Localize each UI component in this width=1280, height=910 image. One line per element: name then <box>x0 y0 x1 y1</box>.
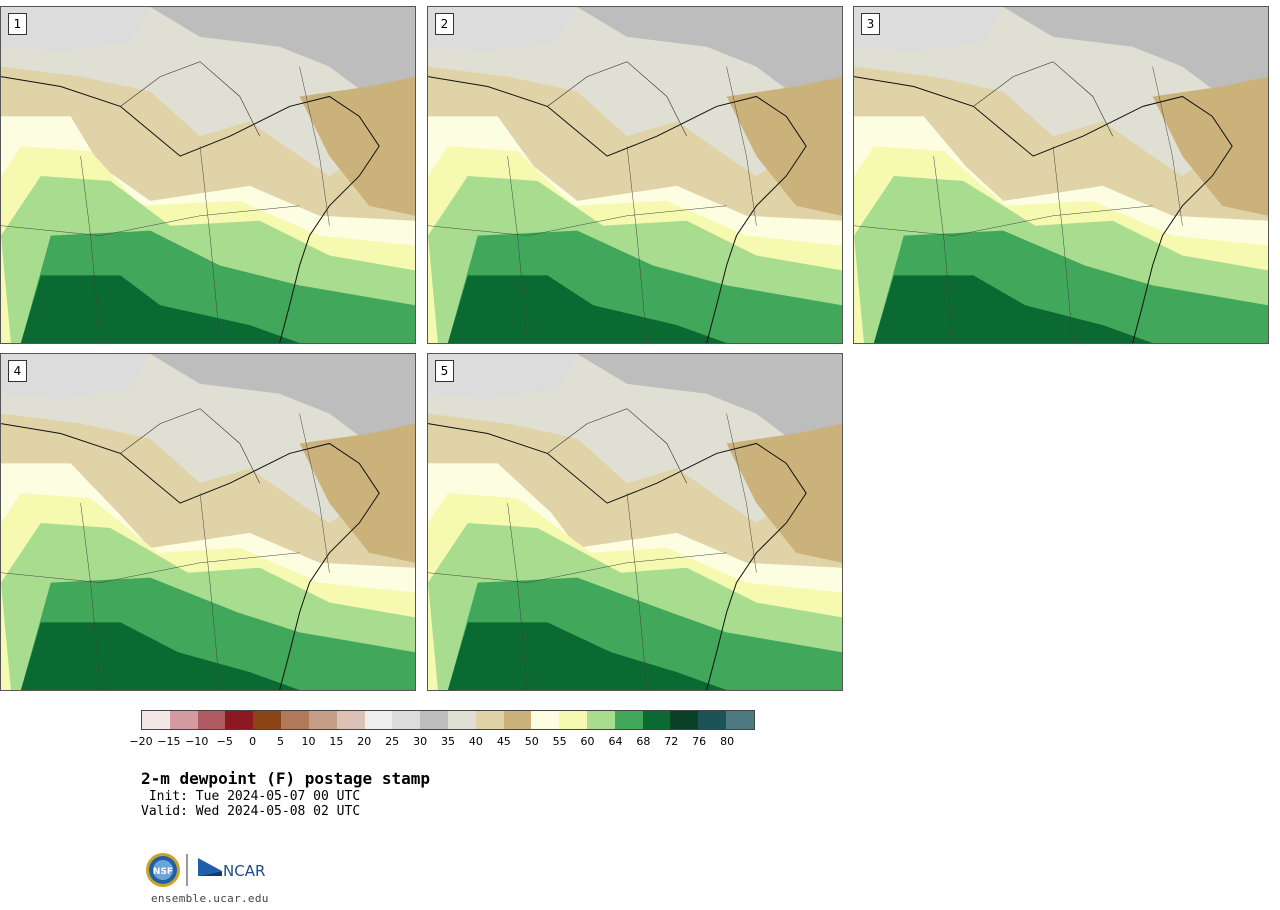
colorbar-tick-label: 72 <box>664 735 679 748</box>
ncar-logo-icon: NCAR <box>198 858 265 880</box>
colorbar-tick-label: 5 <box>277 735 285 748</box>
panel-label: 2 <box>435 13 454 35</box>
map-panel-1: 1 <box>0 6 416 344</box>
colorbar-tick-label: 0 <box>249 735 257 748</box>
colorbar <box>141 710 755 730</box>
colorbar-segment <box>197 711 226 729</box>
colorbar-segment <box>420 711 448 729</box>
website-url: ensemble.ucar.edu <box>151 892 269 905</box>
dewpoint-map <box>428 354 842 690</box>
colorbar-segment <box>392 711 421 729</box>
colorbar-segment <box>531 711 560 729</box>
map-panel-2: 2 <box>427 6 843 344</box>
panel-label: 1 <box>8 13 27 35</box>
colorbar-segment <box>475 711 504 729</box>
colorbar-tick-label: 50 <box>524 735 539 748</box>
nsf-ncar-logo: NSF NCAR <box>145 850 275 890</box>
colorbar-tick-label: −15 <box>157 735 181 748</box>
colorbar-tick-labels: −20 −15 −10 −5 0 5 10 15 20 25 30 35 40 45 50 55 60 64 68 7… <box>129 735 755 749</box>
colorbar-tick-label: −5 <box>216 735 233 748</box>
panel-label: 5 <box>435 360 454 382</box>
colorbar-tick-label: 30 <box>413 735 428 748</box>
colorbar-tick-label: 64 <box>608 735 623 748</box>
colorbar-tick-label: 60 <box>580 735 595 748</box>
colorbar-tick-label: −10 <box>185 735 209 748</box>
colorbar-segment <box>559 711 587 729</box>
svg-text:NCAR: NCAR <box>223 862 265 880</box>
panel-label: 4 <box>8 360 27 382</box>
map-panel-4: 4 <box>0 353 416 691</box>
svg-text:NSF: NSF <box>153 867 173 877</box>
colorbar-segment <box>670 711 699 729</box>
colorbar-segment <box>225 711 254 729</box>
colorbar-segment <box>169 711 198 729</box>
chart-title: 2-m dewpoint (F) postage stamp <box>141 769 430 788</box>
dewpoint-map <box>1 7 415 343</box>
map-panel-3: 3 <box>853 6 1269 344</box>
colorbar-segment <box>142 711 170 729</box>
colorbar-segment <box>698 711 727 729</box>
init-time: Init: Tue 2024-05-07 00 UTC <box>141 789 361 804</box>
colorbar-segment <box>726 711 754 729</box>
colorbar-tick-label: −20 <box>129 735 153 748</box>
colorbar-tick-label: 76 <box>692 735 707 748</box>
colorbar-tick-label: 55 <box>552 735 567 748</box>
dewpoint-map <box>428 7 842 343</box>
nsf-seal-icon: NSF <box>146 853 180 887</box>
colorbar-segment <box>308 711 337 729</box>
colorbar-tick-label: 20 <box>357 735 372 748</box>
colorbar-segment <box>364 711 393 729</box>
colorbar-segment <box>253 711 282 729</box>
colorbar-segment <box>614 711 643 729</box>
colorbar-segment <box>281 711 309 729</box>
dewpoint-map <box>854 7 1268 343</box>
colorbar-segment <box>642 711 671 729</box>
colorbar-segment <box>503 711 532 729</box>
colorbar-tick-label: 40 <box>468 735 483 748</box>
colorbar-tick-label: 35 <box>441 735 455 748</box>
colorbar-tick-label: 68 <box>636 735 651 748</box>
colorbar-tick-label: 15 <box>329 735 344 748</box>
colorbar-tick-label: 45 <box>496 735 511 748</box>
map-panel-5: 5 <box>427 353 843 691</box>
colorbar-segment <box>587 711 615 729</box>
colorbar-segment <box>447 711 476 729</box>
colorbar-tick-label: 10 <box>301 735 316 748</box>
valid-time: Valid: Wed 2024-05-08 02 UTC <box>141 804 361 819</box>
colorbar-tick-label: 80 <box>720 735 735 748</box>
panel-label: 3 <box>861 13 880 35</box>
dewpoint-map <box>1 354 415 690</box>
colorbar-tick-label: 25 <box>385 735 400 748</box>
colorbar-segment <box>336 711 365 729</box>
title-block: 2-m dewpoint (F) postage stamp Init: Tue… <box>141 769 430 819</box>
